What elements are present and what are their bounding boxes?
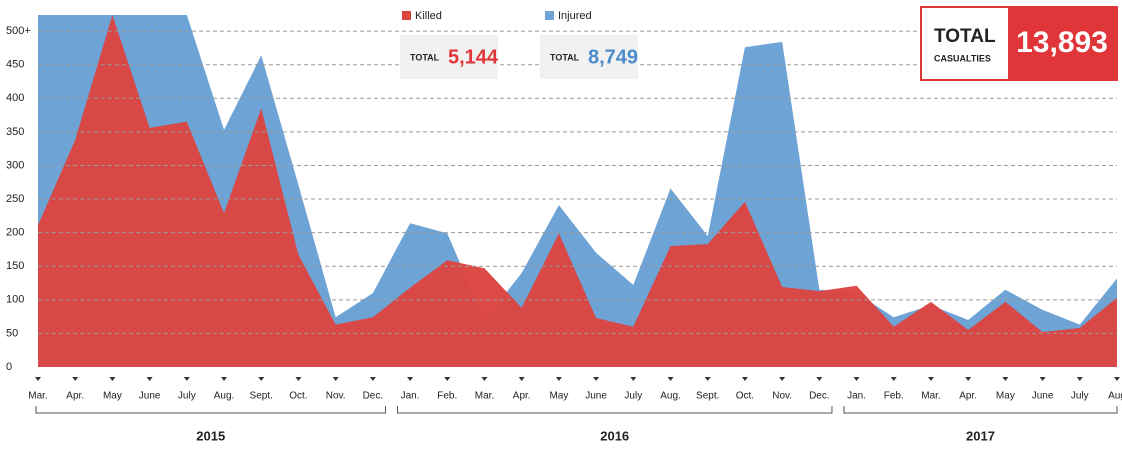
- year-label: 2017: [966, 428, 995, 443]
- x-tick-label: Dec.: [809, 391, 830, 402]
- x-tick-label: Apr.: [959, 391, 977, 402]
- tick-marker: [1039, 377, 1046, 381]
- legend-swatch: [545, 11, 554, 20]
- grand-total-sublabel: CASUALTIES: [934, 53, 991, 63]
- tick-marker: [853, 377, 860, 381]
- y-tick-label: 0: [6, 361, 12, 373]
- total-value: 8,749: [588, 46, 638, 68]
- legend-label: Killed: [415, 10, 442, 22]
- grand-total-label: TOTAL: [934, 26, 996, 47]
- x-tick-label: Jan.: [847, 391, 866, 402]
- tick-marker: [741, 377, 748, 381]
- tick-marker: [630, 377, 637, 381]
- x-tick-label: Feb.: [884, 391, 904, 402]
- tick-marker: [221, 377, 228, 381]
- y-tick-label: 100: [6, 294, 24, 306]
- tick-marker: [481, 377, 488, 381]
- tick-marker: [779, 377, 786, 381]
- year-bracket: [35, 406, 386, 414]
- x-tick-label: Oct.: [736, 391, 754, 402]
- x-tick-label: Mar.: [921, 391, 940, 402]
- tick-marker: [369, 377, 376, 381]
- tick-marker: [258, 377, 265, 381]
- year-bracket: [843, 406, 1118, 414]
- x-tick-label: Nov.: [772, 391, 792, 402]
- x-tick-label: Oct.: [289, 391, 307, 402]
- grand-total-value: 13,893: [1016, 26, 1108, 59]
- x-tick-label: Nov.: [326, 391, 346, 402]
- year-label: 2016: [600, 428, 629, 443]
- y-tick-label: 50: [6, 327, 18, 339]
- year-label: 2015: [196, 428, 225, 443]
- x-tick-label: Aug.: [214, 391, 235, 402]
- x-tick-label: Mar.: [28, 391, 47, 402]
- tick-marker: [1002, 377, 1009, 381]
- tick-marker: [295, 377, 302, 381]
- x-axis: 0 50 100 150 200 250 300 350 400 450 500+ Mar. Apr. M…: [6, 25, 1122, 443]
- x-tick-label: May: [103, 391, 122, 402]
- tick-marker: [72, 377, 79, 381]
- total-box: [400, 35, 498, 79]
- total-value: 5,144: [448, 46, 499, 68]
- tick-marker: [332, 377, 339, 381]
- x-tick-label: June: [1032, 391, 1054, 402]
- x-tick-label: June: [139, 391, 161, 402]
- x-tick-label: July: [624, 391, 642, 402]
- tick-marker: [1114, 377, 1120, 381]
- tick-marker: [704, 377, 711, 381]
- tick-marker: [183, 377, 190, 381]
- tick-marker: [35, 377, 41, 381]
- total-box: [540, 35, 638, 79]
- tick-marker: [109, 377, 116, 381]
- x-tick-label: July: [1071, 391, 1089, 402]
- tick-marker: [555, 377, 562, 381]
- x-tick-label: May: [549, 391, 568, 402]
- x-tick-label: May: [996, 391, 1015, 402]
- y-tick-label: 450: [6, 59, 24, 71]
- x-tick-label: Aug.: [660, 391, 681, 402]
- x-tick-label: Mar.: [475, 391, 494, 402]
- total-label: TOTAL: [550, 52, 580, 62]
- area-1: [38, 15, 1117, 367]
- total-label: TOTAL: [410, 52, 440, 62]
- tick-marker: [146, 377, 153, 381]
- tick-marker: [816, 377, 823, 381]
- legend-label: Injured: [558, 10, 592, 22]
- x-tick-label: July: [178, 391, 196, 402]
- x-tick-label: Jan.: [401, 391, 420, 402]
- x-tick-label: Aug: [1108, 391, 1122, 402]
- grand-total-fill: [1008, 7, 1117, 80]
- tick-marker: [407, 377, 414, 381]
- y-tick-label: 250: [6, 193, 24, 205]
- x-tick-label: Sept.: [250, 391, 273, 402]
- year-bracket: [396, 406, 833, 414]
- tick-marker: [927, 377, 934, 381]
- tick-marker: [1076, 377, 1083, 381]
- tick-marker: [593, 377, 600, 381]
- x-tick-label: Dec.: [363, 391, 384, 402]
- tick-marker: [890, 377, 897, 381]
- legend-swatch: [402, 11, 411, 20]
- x-tick-label: Apr.: [513, 391, 531, 402]
- tick-marker: [444, 377, 451, 381]
- x-tick-label: Apr.: [66, 391, 84, 402]
- tick-marker: [667, 377, 674, 381]
- y-tick-label: 300: [6, 159, 24, 171]
- y-tick-label: 500+: [6, 25, 31, 37]
- tick-marker: [965, 377, 972, 381]
- y-tick-label: 350: [6, 126, 24, 138]
- x-tick-label: June: [585, 391, 607, 402]
- overlay: Killed Injured TOTAL 5,144 TOTAL 8,749 TOTAL CA…: [400, 6, 1118, 81]
- y-tick-label: 400: [6, 92, 24, 104]
- x-tick-label: Sept.: [696, 391, 719, 402]
- y-tick-label: 200: [6, 227, 24, 239]
- x-tick-label: Feb.: [437, 391, 457, 402]
- tick-marker: [518, 377, 525, 381]
- y-tick-label: 150: [6, 260, 24, 272]
